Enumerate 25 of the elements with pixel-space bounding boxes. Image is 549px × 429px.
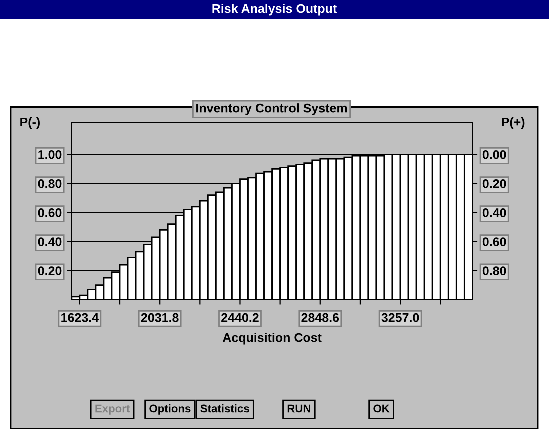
y2-tick-label: 0.80 bbox=[482, 266, 506, 276]
y-tick-label: 0.60 bbox=[38, 208, 62, 218]
text: Statistics bbox=[200, 404, 250, 413]
text: Options bbox=[150, 404, 191, 415]
text: Export bbox=[96, 404, 130, 415]
y-tick-label: 0.20 bbox=[38, 266, 62, 276]
y-tick-label: 0.40 bbox=[38, 238, 62, 246]
y2-tick-label: 0.40 bbox=[482, 208, 506, 218]
text: RUN bbox=[288, 404, 310, 413]
y2-tick-label: 0.00 bbox=[482, 150, 506, 160]
x-tick-label: 2031.8 bbox=[141, 313, 179, 322]
y2-tick-label: 0.20 bbox=[482, 179, 506, 188]
x-tick-label: 3257.0 bbox=[382, 313, 420, 322]
x-tick-label: 2848.6 bbox=[302, 313, 340, 322]
text: Risk Analysis Output bbox=[212, 4, 337, 16]
text: OK bbox=[374, 404, 390, 413]
y-axis-title: P(-) bbox=[20, 117, 40, 130]
y2-axis-title: P(+) bbox=[502, 117, 525, 130]
x-tick-label: 2440.2 bbox=[222, 313, 259, 322]
x-tick-label: 1623.4 bbox=[62, 313, 99, 322]
y-tick-label: 1.00 bbox=[38, 150, 62, 160]
x-axis-title: Acquisition Cost bbox=[222, 333, 322, 345]
y2-tick-label: 0.60 bbox=[482, 238, 506, 246]
y-tick-label: 0.80 bbox=[38, 179, 62, 188]
chart-title: Inventory Control System bbox=[196, 104, 348, 116]
